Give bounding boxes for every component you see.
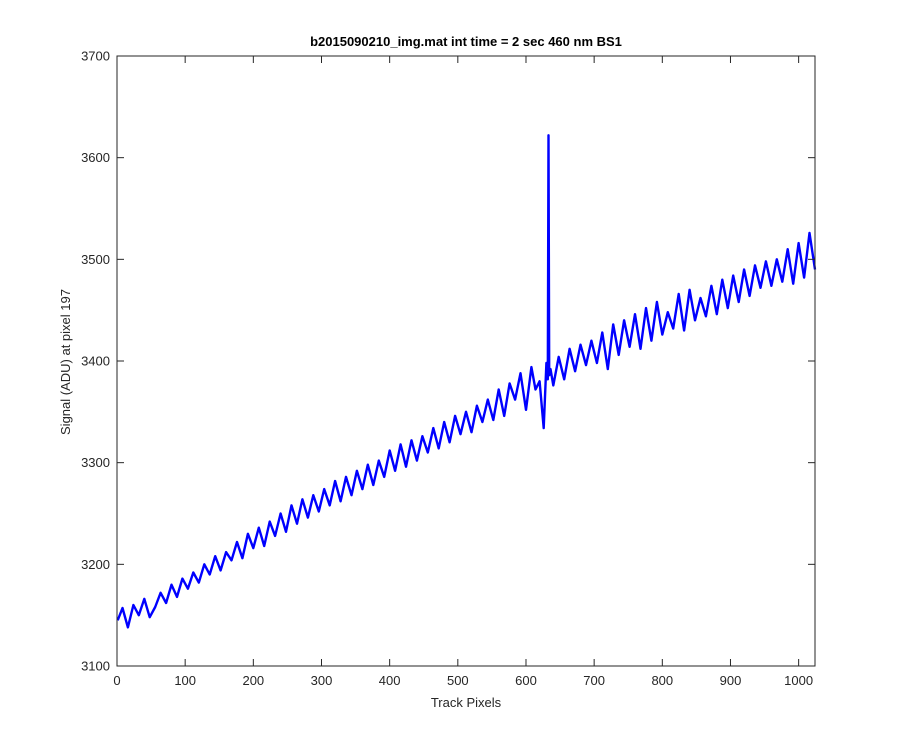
plot-frame	[116, 55, 816, 667]
x-tick-label: 700	[583, 673, 605, 688]
y-tick-label: 3500	[81, 252, 110, 267]
y-tick-label: 3100	[81, 659, 110, 674]
y-tick-label: 3300	[81, 455, 110, 470]
x-tick-label: 900	[720, 673, 742, 688]
x-tick-label: 100	[174, 673, 196, 688]
series-layer	[116, 134, 817, 629]
ticks-layer: 0 100 200 300 400 500 600 700 800 900 1000 3100 3200…	[81, 49, 815, 688]
x-tick-label: 0	[113, 673, 120, 688]
chart-title: b2015090210_img.mat int time = 2 sec 460…	[310, 34, 622, 49]
y-tick-label: 3400	[81, 354, 110, 369]
x-tick-label: 200	[242, 673, 264, 688]
x-tick-label: 400	[379, 673, 401, 688]
series-line-0	[116, 134, 817, 629]
y-axis-label: Signal (ADU) at pixel 197	[58, 289, 73, 435]
x-tick-label: 300	[311, 673, 333, 688]
x-tick-label: 800	[651, 673, 673, 688]
x-tick-label: 600	[515, 673, 537, 688]
x-tick-label: 1000	[784, 673, 813, 688]
y-tick-label: 3600	[81, 150, 110, 165]
axes-layer	[116, 55, 816, 667]
x-axis-label: Track Pixels	[431, 695, 502, 710]
x-tick-label: 500	[447, 673, 469, 688]
y-tick-label: 3200	[81, 557, 110, 572]
y-tick-label: 3700	[81, 49, 110, 64]
